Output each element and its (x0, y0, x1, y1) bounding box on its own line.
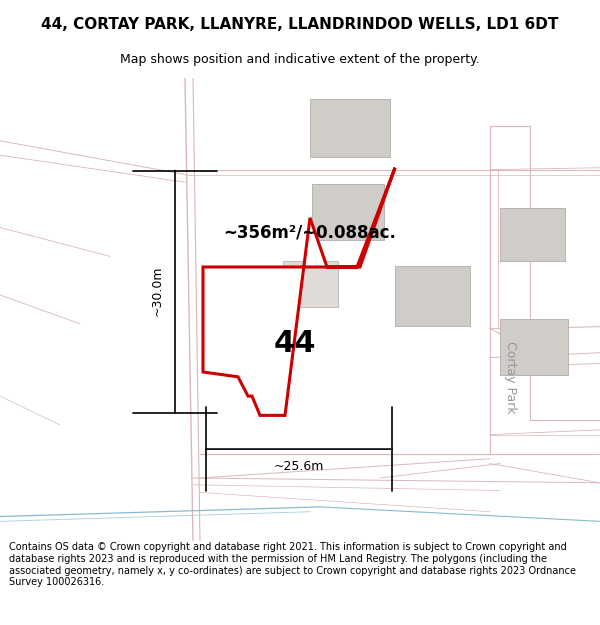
Bar (310, 99, 390, 157)
Bar (283, 261, 338, 308)
Bar (500, 208, 565, 261)
Polygon shape (203, 168, 395, 416)
Text: Cortay Park: Cortay Park (503, 341, 517, 413)
Text: 44, CORTAY PARK, LLANYRE, LLANDRINDOD WELLS, LD1 6DT: 44, CORTAY PARK, LLANYRE, LLANDRINDOD WE… (41, 17, 559, 32)
Text: ~25.6m: ~25.6m (274, 460, 324, 473)
Text: ~356m²/~0.088ac.: ~356m²/~0.088ac. (224, 223, 397, 241)
Text: Map shows position and indicative extent of the property.: Map shows position and indicative extent… (120, 53, 480, 66)
Text: ~30.0m: ~30.0m (151, 266, 163, 316)
Bar (395, 266, 470, 326)
Bar (312, 184, 384, 240)
Bar (500, 319, 568, 375)
Text: 44: 44 (274, 329, 316, 357)
Text: Contains OS data © Crown copyright and database right 2021. This information is : Contains OS data © Crown copyright and d… (9, 542, 576, 587)
